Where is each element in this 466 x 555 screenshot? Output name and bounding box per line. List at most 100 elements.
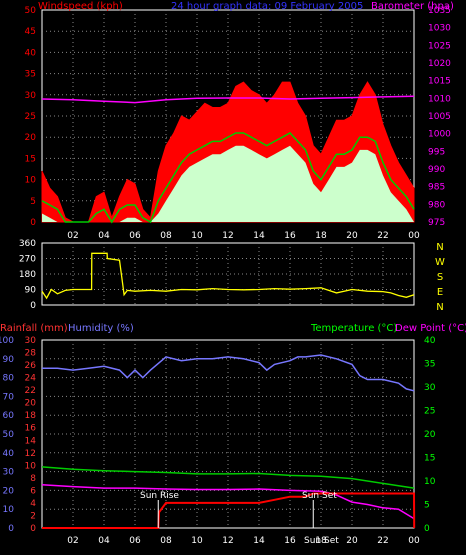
- x-tick-label: 18: [315, 536, 327, 546]
- windspeed-tick-label: 5: [30, 197, 36, 207]
- temperature-tick-label: 10: [424, 477, 436, 487]
- rainfall-tick-label: 16: [25, 424, 37, 434]
- direction-tick-label: 360: [19, 239, 36, 249]
- x-tick-label: 22: [377, 231, 388, 241]
- humidity-tick-label: 30: [3, 468, 15, 478]
- compass-label: W: [435, 257, 445, 268]
- x-tick-label: 12: [222, 231, 233, 241]
- rainfall-tick-label: 0: [30, 524, 36, 534]
- chart-title: 24 hour graph data: 09 February 2005: [171, 1, 363, 12]
- x-tick-label: 04: [98, 231, 110, 241]
- wind-panel: Windspeed (kph) 24 hour graph data: 09 F…: [25, 1, 454, 241]
- windspeed-tick-label: 20: [25, 133, 37, 143]
- direction-tick-label: 0: [30, 301, 36, 311]
- x-tick-label: 14: [253, 536, 265, 546]
- barometer-tick-label: 1035: [428, 6, 451, 16]
- barometer-axis-title: Barometer (hpa): [371, 1, 454, 12]
- direction-grid: [42, 243, 414, 305]
- windspeed-tick-label: 45: [25, 27, 36, 37]
- average-wind-line: [41, 132, 415, 224]
- barometer-line: [41, 95, 415, 104]
- compass-label: N: [436, 242, 443, 253]
- x-tick-label: 14: [253, 231, 265, 241]
- wind-axis-title: Windspeed (kph): [38, 1, 123, 12]
- temperature-tick-label: 40: [424, 336, 436, 346]
- x-tick-label: 02: [67, 536, 78, 546]
- direction-tick-label: 90: [25, 286, 37, 296]
- x-tick-label: 18: [315, 231, 327, 241]
- x-tick-label: 10: [191, 231, 203, 241]
- rainfall-tick-label: 4: [30, 499, 36, 509]
- rainfall-tick-label: 30: [25, 336, 37, 346]
- rainfall-line: [42, 492, 416, 529]
- barometer-ticks: 1035 1030 1025 1020 1015 1010 1005 1000 995 990 98…: [428, 6, 451, 228]
- x-tick-label: 08: [160, 536, 172, 546]
- windspeed-tick-label: 35: [25, 70, 36, 80]
- barometer-tick-label: 1025: [428, 41, 451, 51]
- temperature-axis-title: Temperature (°C): [310, 323, 397, 334]
- barometer-tick-label: 985: [428, 183, 445, 193]
- x-tick-label: 04: [98, 536, 110, 546]
- x-tick-label: 06: [129, 536, 141, 546]
- humidity-ticks: 1009080706050403020100: [0, 336, 14, 534]
- windspeed-tick-label: 50: [25, 6, 37, 16]
- rainfall-tick-label: 2: [30, 511, 36, 521]
- climate-x-ticks: 02 04 06 08 10 12 14 16 18 20 22 00: [67, 536, 420, 546]
- humidity-line: [42, 354, 415, 392]
- temperature-tick-label: 0: [424, 524, 430, 534]
- windspeed-tick-label: 10: [25, 176, 37, 186]
- x-tick-label: 10: [191, 536, 203, 546]
- windspeed-tick-label: 0: [30, 218, 36, 228]
- temperature-tick-label: 30: [424, 383, 436, 393]
- barometer-tick-label: 1015: [428, 77, 451, 87]
- x-tick-label: 00: [408, 231, 420, 241]
- humidity-tick-label: 50: [3, 430, 15, 440]
- humidity-tick-label: 20: [3, 486, 15, 496]
- humidity-tick-label: 80: [3, 374, 15, 384]
- sunset-annotation: Sun Set: [302, 491, 337, 501]
- temperature-tick-label: 5: [424, 501, 430, 511]
- temperature-tick-label: 20: [424, 430, 436, 440]
- compass-label: E: [437, 287, 443, 298]
- barometer-tick-label: 1030: [428, 24, 451, 34]
- rainfall-tick-label: 20: [25, 399, 37, 409]
- windspeed-tick-label: 25: [25, 112, 36, 122]
- sunset-x-annotation: Sun Set: [304, 536, 339, 546]
- windspeed-tick-label: 30: [25, 91, 37, 101]
- dewpoint-axis-title: Dew Point (°C): [395, 323, 466, 334]
- direction-tick-label: 180: [19, 270, 36, 280]
- wind-x-ticks: 02 04 06 08 10 12 14 16 18 20 22 00: [67, 231, 420, 241]
- x-tick-label: 12: [222, 536, 233, 546]
- windspeed-tick-label: 40: [25, 48, 37, 58]
- humidity-tick-label: 100: [0, 336, 14, 346]
- humidity-tick-label: 40: [3, 449, 15, 459]
- x-tick-label: 02: [67, 231, 78, 241]
- compass-label: N: [436, 302, 443, 313]
- rainfall-tick-label: 18: [25, 411, 37, 421]
- barometer-tick-label: 1020: [428, 59, 451, 69]
- x-tick-label: 20: [346, 231, 358, 241]
- climate-grid: [42, 340, 414, 528]
- rainfall-tick-label: 28: [25, 349, 37, 359]
- x-tick-label: 06: [129, 231, 141, 241]
- direction-line: [41, 252, 415, 300]
- temperature-tick-label: 25: [424, 407, 435, 417]
- humidity-tick-label: 70: [3, 392, 15, 402]
- temperature-line: [41, 466, 415, 489]
- humidity-axis-title: Humidity (%): [68, 323, 134, 334]
- direction-ticks: 360 270 180 90 0: [19, 239, 36, 311]
- barometer-tick-label: 990: [428, 165, 445, 175]
- rainfall-tick-label: 14: [25, 436, 37, 446]
- rainfall-tick-label: 26: [25, 361, 37, 371]
- x-tick-label: 16: [284, 231, 296, 241]
- rainfall-tick-label: 22: [25, 386, 36, 396]
- climate-series: [41, 354, 416, 529]
- barometer-tick-label: 1000: [428, 130, 451, 140]
- x-tick-label: 00: [408, 536, 420, 546]
- humidity-tick-label: 10: [3, 505, 15, 515]
- rainfall-axis-title: Rainfall (mm): [0, 323, 68, 334]
- rainfall-tick-label: 24: [25, 374, 37, 384]
